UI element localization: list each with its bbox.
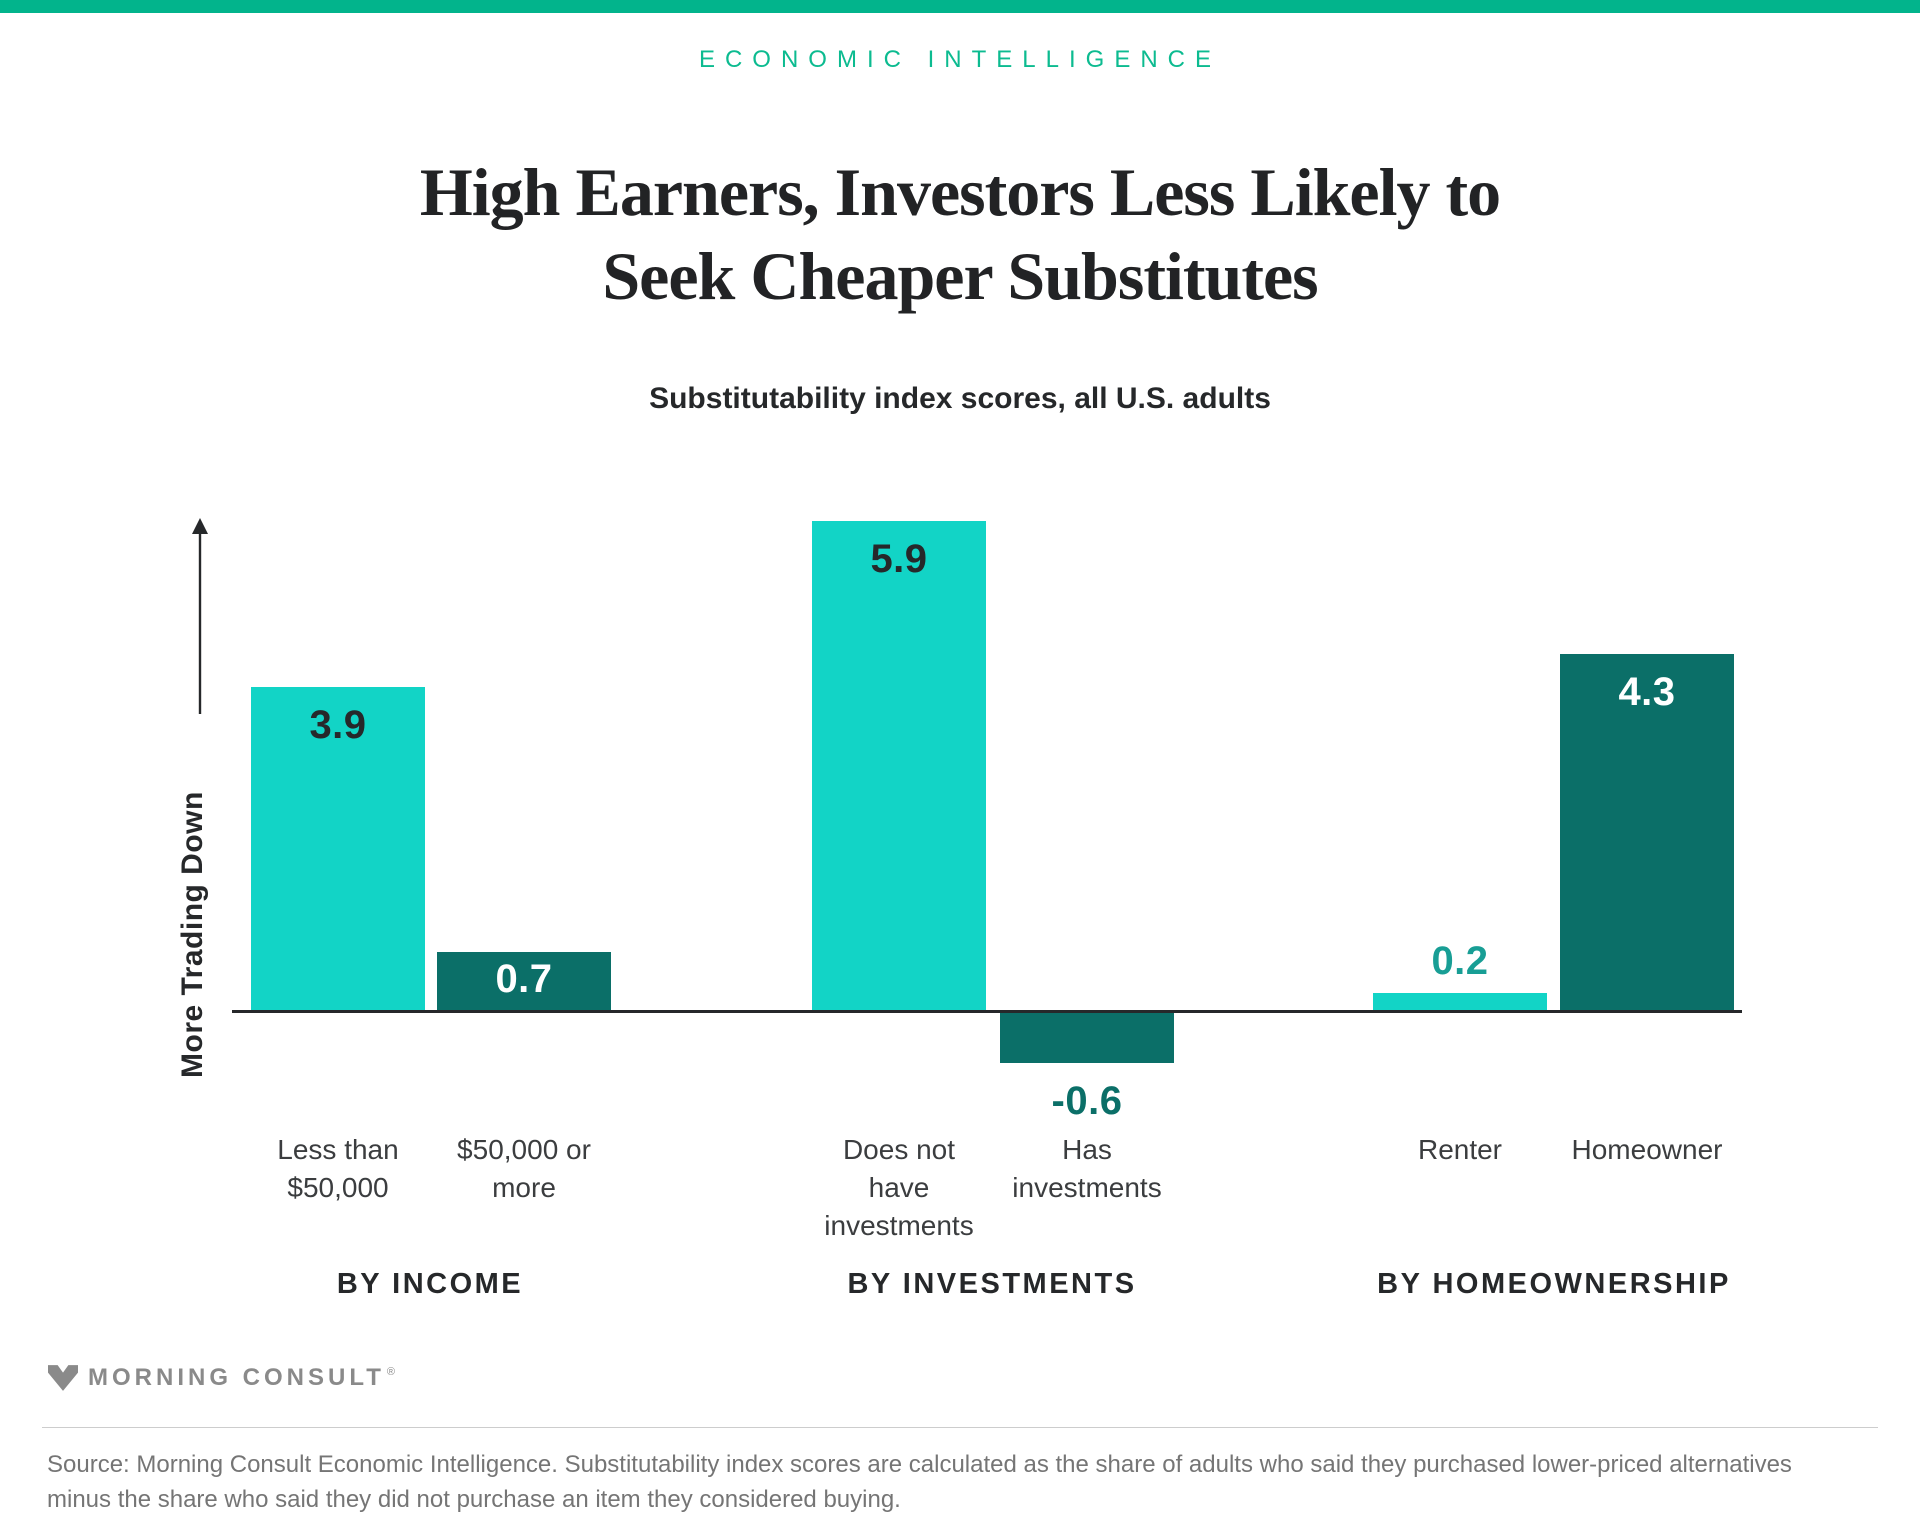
bar-value-label: -0.6 (1051, 1079, 1123, 1123)
category-label: Less than $50,000 (277, 1134, 399, 1203)
category-label: Has investments (1012, 1134, 1162, 1203)
bar-does-not-have-investments (812, 521, 986, 1010)
chart-subtitle: Substitutability index scores, all U.S. … (649, 382, 1271, 415)
category-label: $50,000 or more (457, 1134, 591, 1203)
source-note: Source: Morning Consult Economic Intelli… (47, 1451, 1792, 1513)
x-axis-baseline (232, 1010, 1742, 1013)
bar-value-label: 5.9 (870, 537, 928, 581)
group-label: BY INVESTMENTS (847, 1268, 1137, 1300)
category-label: Homeowner (1571, 1134, 1723, 1165)
chart-title: High Earners, Investors Less Likely to S… (0, 150, 1920, 318)
y-axis-arrow-icon (192, 518, 208, 714)
y-axis-label: More Trading Down (176, 791, 209, 1079)
bar-renter (1373, 993, 1547, 1010)
bar-$50,000-or-more (437, 952, 611, 1010)
morning-consult-logo: MORNING CONSULT ® (48, 1362, 395, 1394)
morning-consult-wordmark: MORNING CONSULT (88, 1364, 385, 1391)
bar-value-label: 0.2 (1431, 939, 1489, 983)
kicker-economic-intelligence: ECONOMIC INTELLIGENCE (698, 46, 1222, 73)
bar-value-label: 3.9 (309, 703, 367, 747)
morning-consult-m-icon (48, 1365, 78, 1391)
registered-trademark-symbol: ® (386, 1366, 395, 1378)
bar-has-investments (1000, 1013, 1174, 1063)
footer-divider (42, 1427, 1878, 1428)
bar-homeowner (1560, 654, 1734, 1010)
chart-title-line1: High Earners, Investors Less Likely to (419, 154, 1501, 230)
category-label: Renter (1417, 1134, 1503, 1165)
category-label: Does not have investments (824, 1134, 974, 1241)
bar-value-label: 0.7 (495, 957, 553, 1001)
group-label: BY HOMEOWNERSHIP (1377, 1268, 1731, 1300)
brand-top-bar (0, 0, 1920, 13)
bar-value-label: 4.3 (1618, 670, 1676, 714)
group-label: BY INCOME (336, 1268, 524, 1300)
chart-title-line2: Seek Cheaper Substitutes (602, 238, 1318, 314)
bar-less-than-$50,000 (251, 687, 425, 1010)
